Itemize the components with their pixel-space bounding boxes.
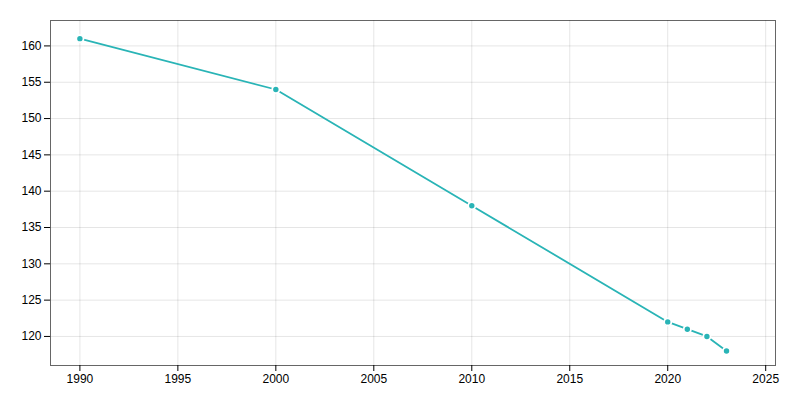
svg-text:2015: 2015: [556, 372, 583, 386]
svg-text:2000: 2000: [262, 372, 289, 386]
svg-text:125: 125: [21, 293, 41, 307]
svg-text:2020: 2020: [654, 372, 681, 386]
svg-text:135: 135: [21, 220, 41, 234]
svg-text:2010: 2010: [458, 372, 485, 386]
svg-text:150: 150: [21, 111, 41, 125]
svg-text:2005: 2005: [360, 372, 387, 386]
svg-text:160: 160: [21, 39, 41, 53]
svg-text:1990: 1990: [67, 372, 94, 386]
svg-text:140: 140: [21, 184, 41, 198]
svg-text:145: 145: [21, 148, 41, 162]
svg-text:130: 130: [21, 257, 41, 271]
svg-text:2025: 2025: [752, 372, 779, 386]
svg-text:120: 120: [21, 329, 41, 343]
svg-text:1995: 1995: [165, 372, 192, 386]
svg-text:155: 155: [21, 75, 41, 89]
